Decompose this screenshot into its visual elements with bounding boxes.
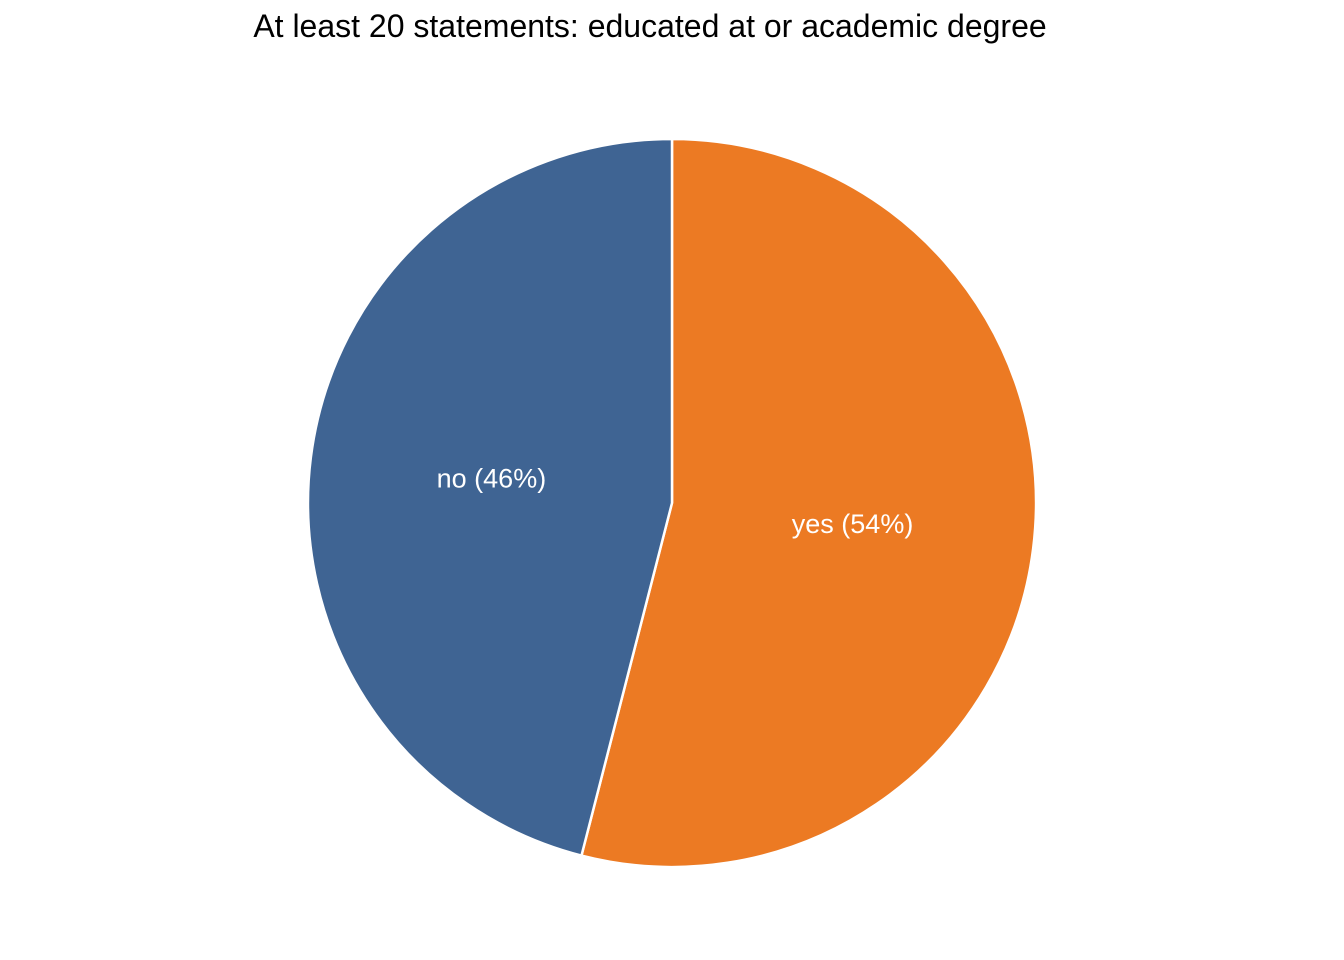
pie-labels: yes (54%) no (46%): [437, 463, 914, 539]
pie-slice-yes: [580, 137, 1038, 869]
chart-title: At least 20 statements: educated at or a…: [253, 8, 1047, 44]
slice-label-no: no (46%): [437, 463, 547, 493]
pie-slice-no: [306, 137, 674, 857]
slice-label-yes: yes (54%): [792, 509, 914, 539]
pie-slices: [306, 137, 1038, 869]
